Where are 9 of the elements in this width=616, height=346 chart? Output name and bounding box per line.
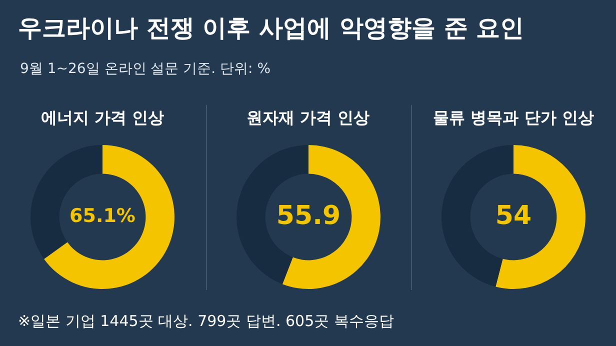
data-label: 54: [495, 200, 532, 231]
data-label: 65.1%: [70, 204, 136, 227]
text: ※일본 기업 1445곳 대상. 799곳 답변. 605곳 복수응답: [18, 312, 394, 331]
text: 9월 1~26일 온라인 설문 기준. 단위: %: [20, 60, 271, 78]
text: 우크라이나 전쟁 이후 사업에 악영향을 준 요인: [18, 13, 524, 44]
chart-title: 에너지 가격 인상: [40, 108, 166, 129]
data-label: 55.9: [276, 200, 340, 231]
chart-title: 원자재 가격 인상: [245, 108, 371, 129]
chart-title: 물류 병목과 단가 인상: [432, 108, 595, 129]
